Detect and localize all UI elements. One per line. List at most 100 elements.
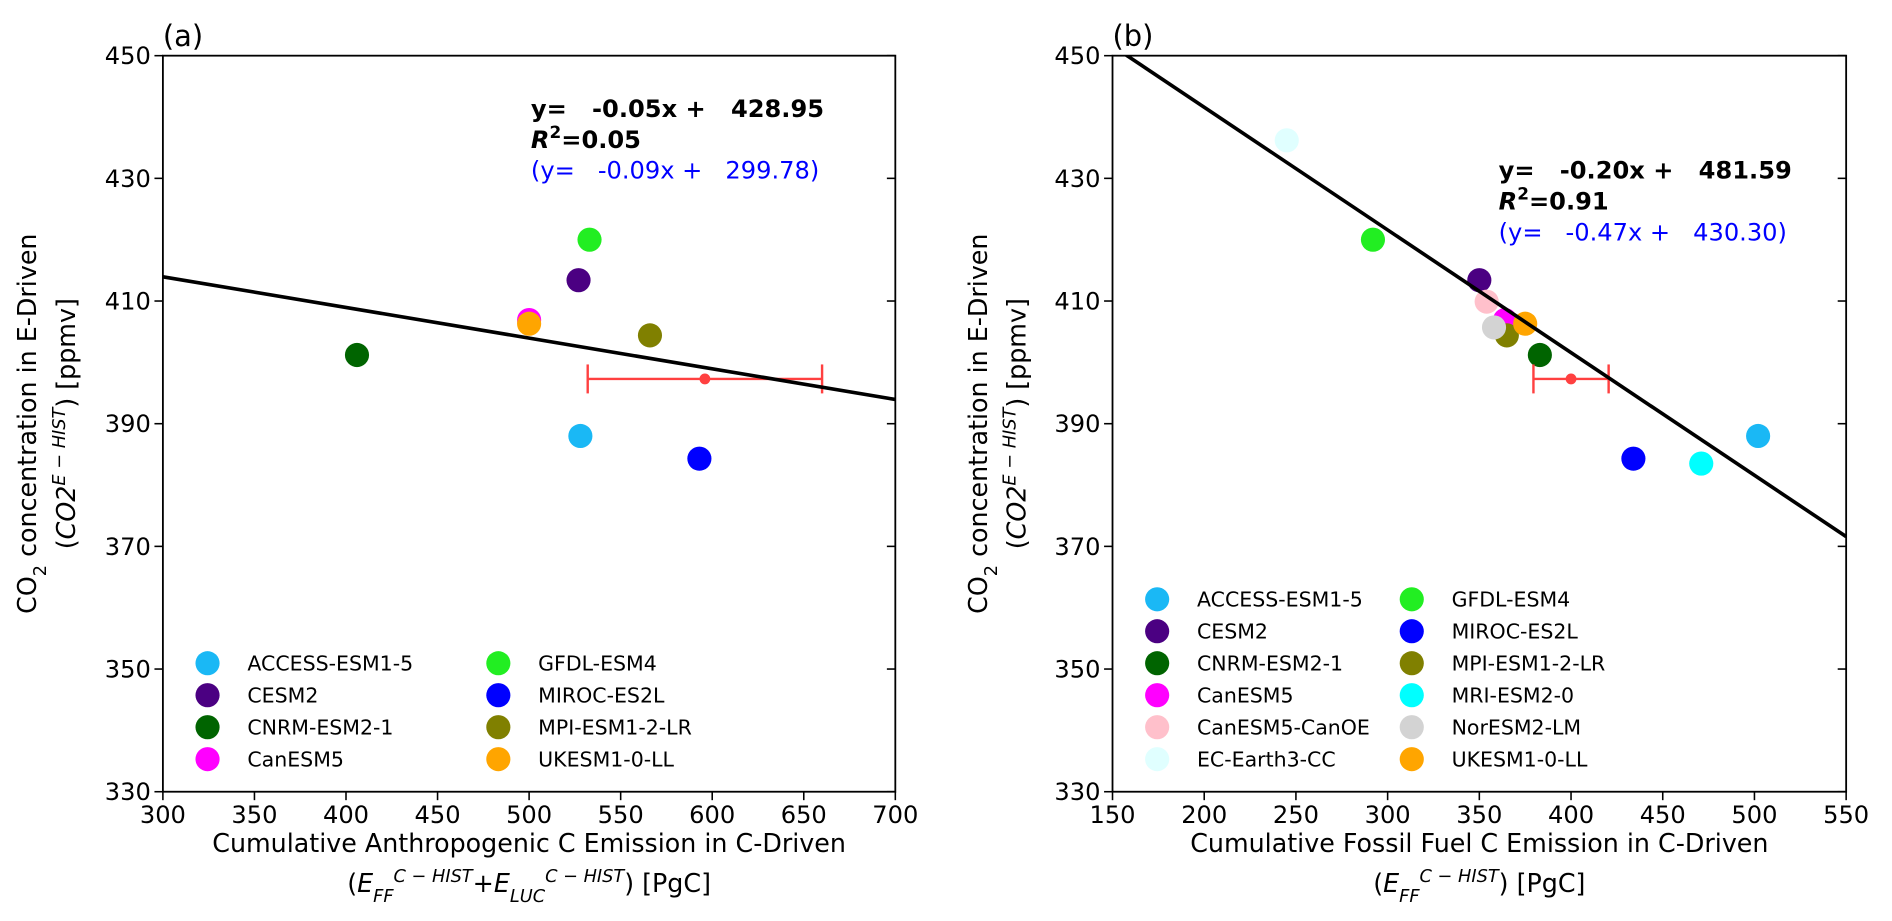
legend-marker xyxy=(1399,683,1424,708)
y-tick-label: 350 xyxy=(1054,655,1100,683)
y-tick-label: 370 xyxy=(105,533,151,561)
label-part: ( xyxy=(1002,539,1032,549)
label-part: CO2 xyxy=(1002,486,1032,540)
data-point xyxy=(1481,315,1507,340)
data-point xyxy=(344,342,370,368)
data-point xyxy=(1360,227,1386,252)
legend-marker xyxy=(486,747,511,772)
y-tick-label: 450 xyxy=(105,42,151,70)
x-tick-label: 500 xyxy=(1731,801,1777,829)
label-part: ) [PgC] xyxy=(624,868,711,898)
legend-marker xyxy=(195,747,220,772)
legend-marker xyxy=(486,715,511,740)
label-part: FF xyxy=(373,887,394,907)
legend-label: ACCESS-ESM1-5 xyxy=(1197,588,1363,612)
label-part: C − HIST xyxy=(394,867,474,887)
x-tick-label: 300 xyxy=(1365,801,1411,829)
data-point xyxy=(577,227,602,252)
legend-label: MIROC-ES2L xyxy=(538,683,665,707)
annotation: y= -0.20x + 481.59 xyxy=(1499,157,1792,185)
label-part: CO xyxy=(963,576,993,614)
x-tick-label: 350 xyxy=(231,801,277,829)
legend-label: MRI-ESM2-0 xyxy=(1452,683,1575,707)
y-axis-label: (CO2E − HIST) [ppmv] xyxy=(1001,298,1032,549)
data-point xyxy=(687,446,712,471)
legend-marker xyxy=(1399,587,1424,612)
data-point xyxy=(637,323,663,348)
legend-marker xyxy=(1145,619,1170,644)
legend-label: GFDL-ESM4 xyxy=(1452,588,1571,612)
label-part: Cumulative Fossil Fuel C Emission in C-D… xyxy=(1190,828,1768,858)
x-tick-label: 150 xyxy=(1089,801,1135,829)
label-part: concentration in E-Driven xyxy=(963,234,993,565)
legend-label: ACCESS-ESM1-5 xyxy=(247,651,413,675)
label-part: + xyxy=(473,868,494,898)
label-part: E xyxy=(1383,868,1399,898)
legend-marker xyxy=(1145,747,1170,772)
x-axis-label: Cumulative Fossil Fuel C Emission in C-D… xyxy=(1190,828,1768,858)
label-part: R xyxy=(1499,188,1518,216)
data-point xyxy=(1746,423,1771,449)
x-tick-label: 400 xyxy=(1548,801,1594,829)
y-tick-label: 410 xyxy=(105,287,151,315)
legend-label: MPI-ESM1-2-LR xyxy=(1452,651,1606,675)
y-axis-label: (CO2E − HIST) [ppmv] xyxy=(50,298,81,549)
legend-label: CESM2 xyxy=(1197,619,1268,643)
x-axis-label: (EFFC − HIST+ELUCC − HIST) [PgC] xyxy=(347,867,711,907)
legend-marker xyxy=(1145,587,1170,612)
label-part: CO xyxy=(12,576,42,614)
legend-marker xyxy=(1399,715,1424,740)
legend-label: EC-Earth3-CC xyxy=(1197,747,1336,771)
reference-point xyxy=(1565,373,1577,385)
annotation: R2=0.91 xyxy=(1499,184,1609,216)
data-point xyxy=(566,268,591,293)
x-tick-label: 250 xyxy=(1273,801,1319,829)
label-part: CO2 xyxy=(51,486,81,540)
legend-marker xyxy=(1399,651,1424,676)
x-tick-label: 500 xyxy=(506,801,552,829)
label-part: Cumulative Anthropogenic C Emission in C… xyxy=(212,828,846,858)
legend-marker xyxy=(1145,651,1170,676)
fit-line xyxy=(1123,55,1847,539)
label-part: 2 xyxy=(1517,184,1529,204)
legend-label: NorESM2-LM xyxy=(1452,715,1582,739)
legend-label: CanESM5 xyxy=(247,747,344,771)
x-tick-label: 550 xyxy=(1823,801,1869,829)
label-part: y= -0.05x + 428.95 xyxy=(531,95,824,123)
legend-label: UKESM1-0-LL xyxy=(538,747,674,771)
label-part: E xyxy=(357,868,373,898)
label-part: 2 xyxy=(549,122,561,142)
y-tick-label: 390 xyxy=(105,410,151,438)
legend-label: CanESM5 xyxy=(1197,683,1294,707)
reference-point xyxy=(699,373,711,385)
legend-label: CNRM-ESM2-1 xyxy=(247,715,393,739)
x-tick-label: 350 xyxy=(1456,801,1502,829)
y-tick-label: 430 xyxy=(1054,165,1100,193)
label-part: concentration in E-Driven xyxy=(12,234,42,565)
label-part: (y= -0.47x + 430.30) xyxy=(1499,218,1787,246)
y-tick-label: 370 xyxy=(1054,533,1100,561)
y-tick-label: 430 xyxy=(105,165,151,193)
data-point xyxy=(1467,268,1492,293)
panel-label: (b) xyxy=(1113,19,1154,53)
data-point xyxy=(1474,289,1499,314)
legend-label: CanESM5-CanOE xyxy=(1197,715,1370,739)
legend-label: MPI-ESM1-2-LR xyxy=(538,715,692,739)
data-point xyxy=(1527,342,1552,368)
label-part: E − HIST xyxy=(1001,407,1021,486)
plot-frame xyxy=(161,54,897,793)
x-tick-label: 600 xyxy=(689,801,735,829)
legend-marker xyxy=(195,683,220,708)
x-tick-label: 650 xyxy=(781,801,827,829)
legend-label: MIROC-ES2L xyxy=(1452,619,1579,643)
label-part: 2 xyxy=(31,565,51,576)
legend-label: UKESM1-0-LL xyxy=(1452,747,1588,771)
x-tick-label: 450 xyxy=(1640,801,1686,829)
y-axis-label: CO2 concentration in E-Driven xyxy=(12,234,51,614)
x-tick-label: 200 xyxy=(1181,801,1227,829)
legend-label: CNRM-ESM2-1 xyxy=(1197,651,1343,675)
y-axis-label: CO2 concentration in E-Driven xyxy=(963,234,1002,614)
legend-marker xyxy=(1145,683,1170,708)
